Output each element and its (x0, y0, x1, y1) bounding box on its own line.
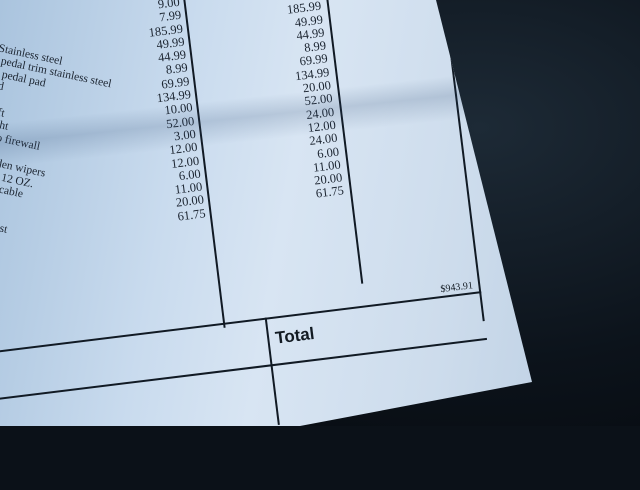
total-cell-divider (264, 317, 273, 366)
total-row-bottom-border (0, 337, 488, 402)
unit-price-column: 9.00 7.99 185.99 49.99 44.99 8.99 69.99 134.99 1… (113, 0, 207, 228)
invoice-paper: g 6pedal trim Stainless steelch or brake… (0, 0, 532, 426)
total-label: Total (274, 323, 316, 348)
total-row-top-border (0, 291, 482, 356)
item-descriptions: g 6pedal trim Stainless steelch or brake… (0, 19, 118, 300)
footer-divider (270, 365, 280, 425)
